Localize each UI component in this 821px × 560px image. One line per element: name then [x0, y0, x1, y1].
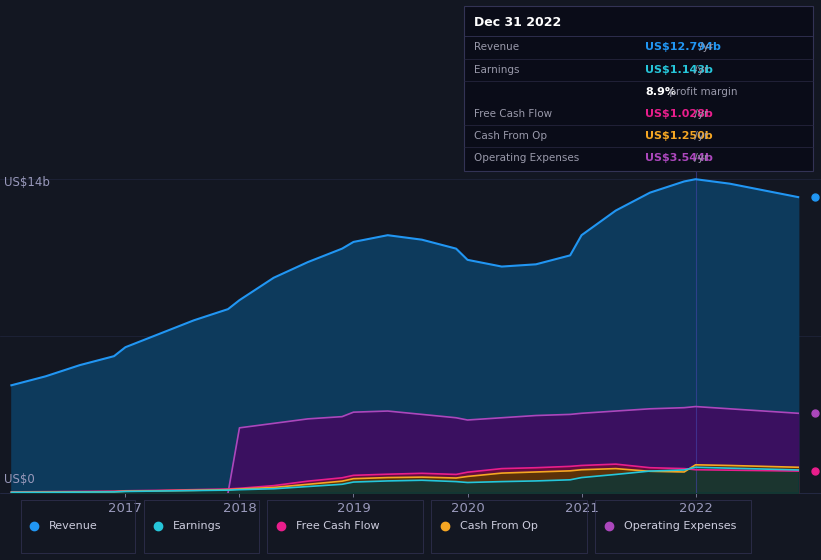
- Text: /yr: /yr: [696, 43, 713, 53]
- Text: /yr: /yr: [691, 153, 709, 163]
- Text: Cash From Op: Cash From Op: [474, 131, 547, 141]
- Text: Dec 31 2022: Dec 31 2022: [474, 16, 561, 29]
- Text: US$1.028b: US$1.028b: [645, 109, 713, 119]
- Text: US$14b: US$14b: [4, 176, 50, 189]
- Text: Cash From Op: Cash From Op: [460, 521, 538, 531]
- Text: US$1.143b: US$1.143b: [645, 64, 713, 74]
- Text: Earnings: Earnings: [474, 64, 519, 74]
- Text: US$0: US$0: [4, 473, 34, 486]
- Text: Free Cash Flow: Free Cash Flow: [474, 109, 552, 119]
- Text: Earnings: Earnings: [172, 521, 221, 531]
- Text: Operating Expenses: Operating Expenses: [624, 521, 736, 531]
- Text: /yr: /yr: [691, 64, 709, 74]
- Text: 8.9%: 8.9%: [645, 87, 677, 97]
- Text: US$12.794b: US$12.794b: [645, 43, 721, 53]
- Text: /yr: /yr: [691, 131, 709, 141]
- Text: US$1.250b: US$1.250b: [645, 131, 713, 141]
- Text: Free Cash Flow: Free Cash Flow: [296, 521, 379, 531]
- Text: US$3.544b: US$3.544b: [645, 153, 713, 163]
- Text: profit margin: profit margin: [666, 87, 737, 97]
- Text: Operating Expenses: Operating Expenses: [474, 153, 579, 163]
- Text: Revenue: Revenue: [474, 43, 519, 53]
- Text: /yr: /yr: [691, 109, 709, 119]
- Text: Revenue: Revenue: [49, 521, 98, 531]
